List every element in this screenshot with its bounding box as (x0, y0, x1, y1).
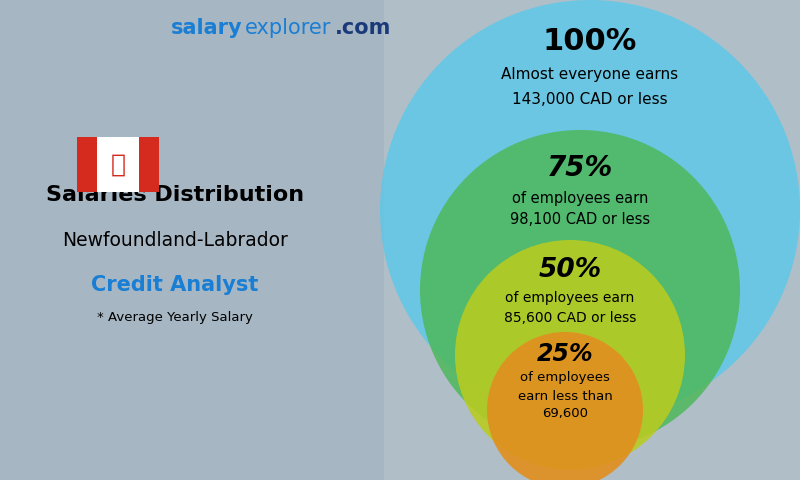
Bar (77, 137, 98, 192)
Text: 100%: 100% (543, 27, 637, 57)
Text: of employees earn: of employees earn (506, 291, 634, 305)
Text: 75%: 75% (547, 154, 613, 182)
Circle shape (487, 332, 643, 480)
Text: explorer: explorer (245, 18, 331, 38)
Bar (98, 137, 138, 192)
Text: salary: salary (170, 18, 242, 38)
Text: 85,600 CAD or less: 85,600 CAD or less (504, 311, 636, 325)
Circle shape (420, 130, 740, 450)
Text: Credit Analyst: Credit Analyst (91, 275, 258, 295)
Text: 98,100 CAD or less: 98,100 CAD or less (510, 213, 650, 228)
Text: Salaries Distribution: Salaries Distribution (46, 185, 304, 205)
Text: of employees: of employees (520, 372, 610, 384)
Bar (0, 0, 384, 480)
Text: 143,000 CAD or less: 143,000 CAD or less (512, 93, 668, 108)
Text: of employees earn: of employees earn (512, 191, 648, 205)
Text: 50%: 50% (538, 257, 602, 283)
Text: 69,600: 69,600 (542, 408, 588, 420)
Circle shape (455, 240, 685, 470)
Bar (138, 137, 159, 192)
Text: earn less than: earn less than (518, 389, 612, 403)
Text: Almost everyone earns: Almost everyone earns (502, 68, 678, 83)
Text: 25%: 25% (537, 342, 594, 366)
Text: 🍁: 🍁 (110, 153, 126, 176)
Text: Newfoundland-Labrador: Newfoundland-Labrador (62, 230, 288, 250)
Text: * Average Yearly Salary: * Average Yearly Salary (97, 312, 253, 324)
Text: .com: .com (335, 18, 391, 38)
Circle shape (380, 0, 800, 420)
